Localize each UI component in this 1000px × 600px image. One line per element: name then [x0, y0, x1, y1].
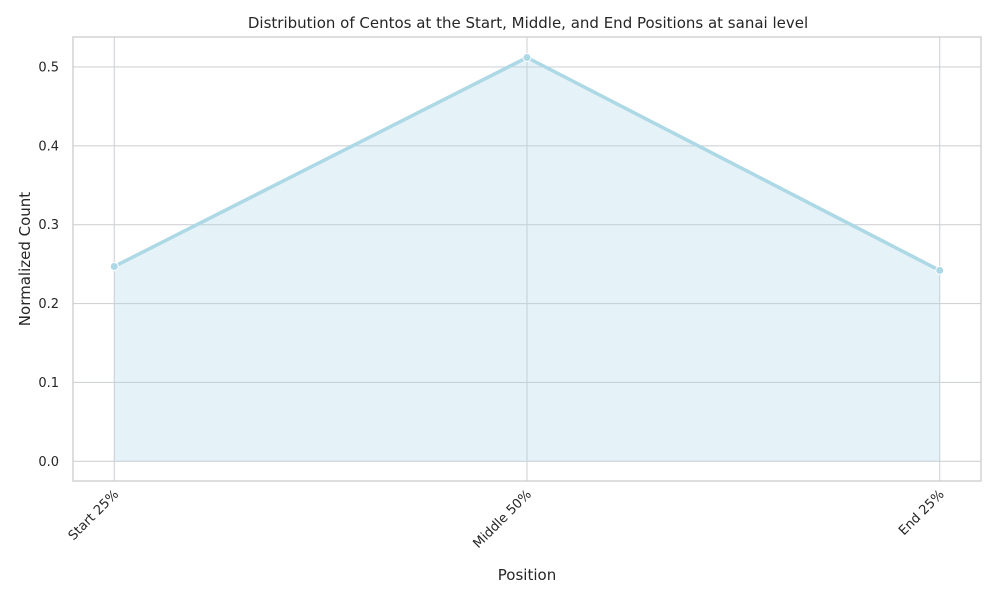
y-tick-label: 0.4 — [38, 139, 59, 154]
y-tick-label: 0.0 — [38, 455, 59, 470]
y-tick-label: 0.3 — [38, 218, 59, 233]
y-tick-label: 0.2 — [38, 297, 59, 312]
area-fill — [114, 57, 940, 462]
y-tick-label: 0.1 — [38, 376, 59, 391]
chart-title: Distribution of Centos at the Start, Mid… — [248, 14, 808, 32]
data-point — [935, 265, 945, 275]
data-point — [109, 261, 119, 271]
data-point — [522, 53, 532, 63]
plot-border — [72, 36, 982, 482]
x-axis-label: Position — [498, 566, 556, 584]
y-tick-label: 0.5 — [38, 60, 59, 75]
y-axis-label: Normalized Count — [16, 192, 34, 326]
